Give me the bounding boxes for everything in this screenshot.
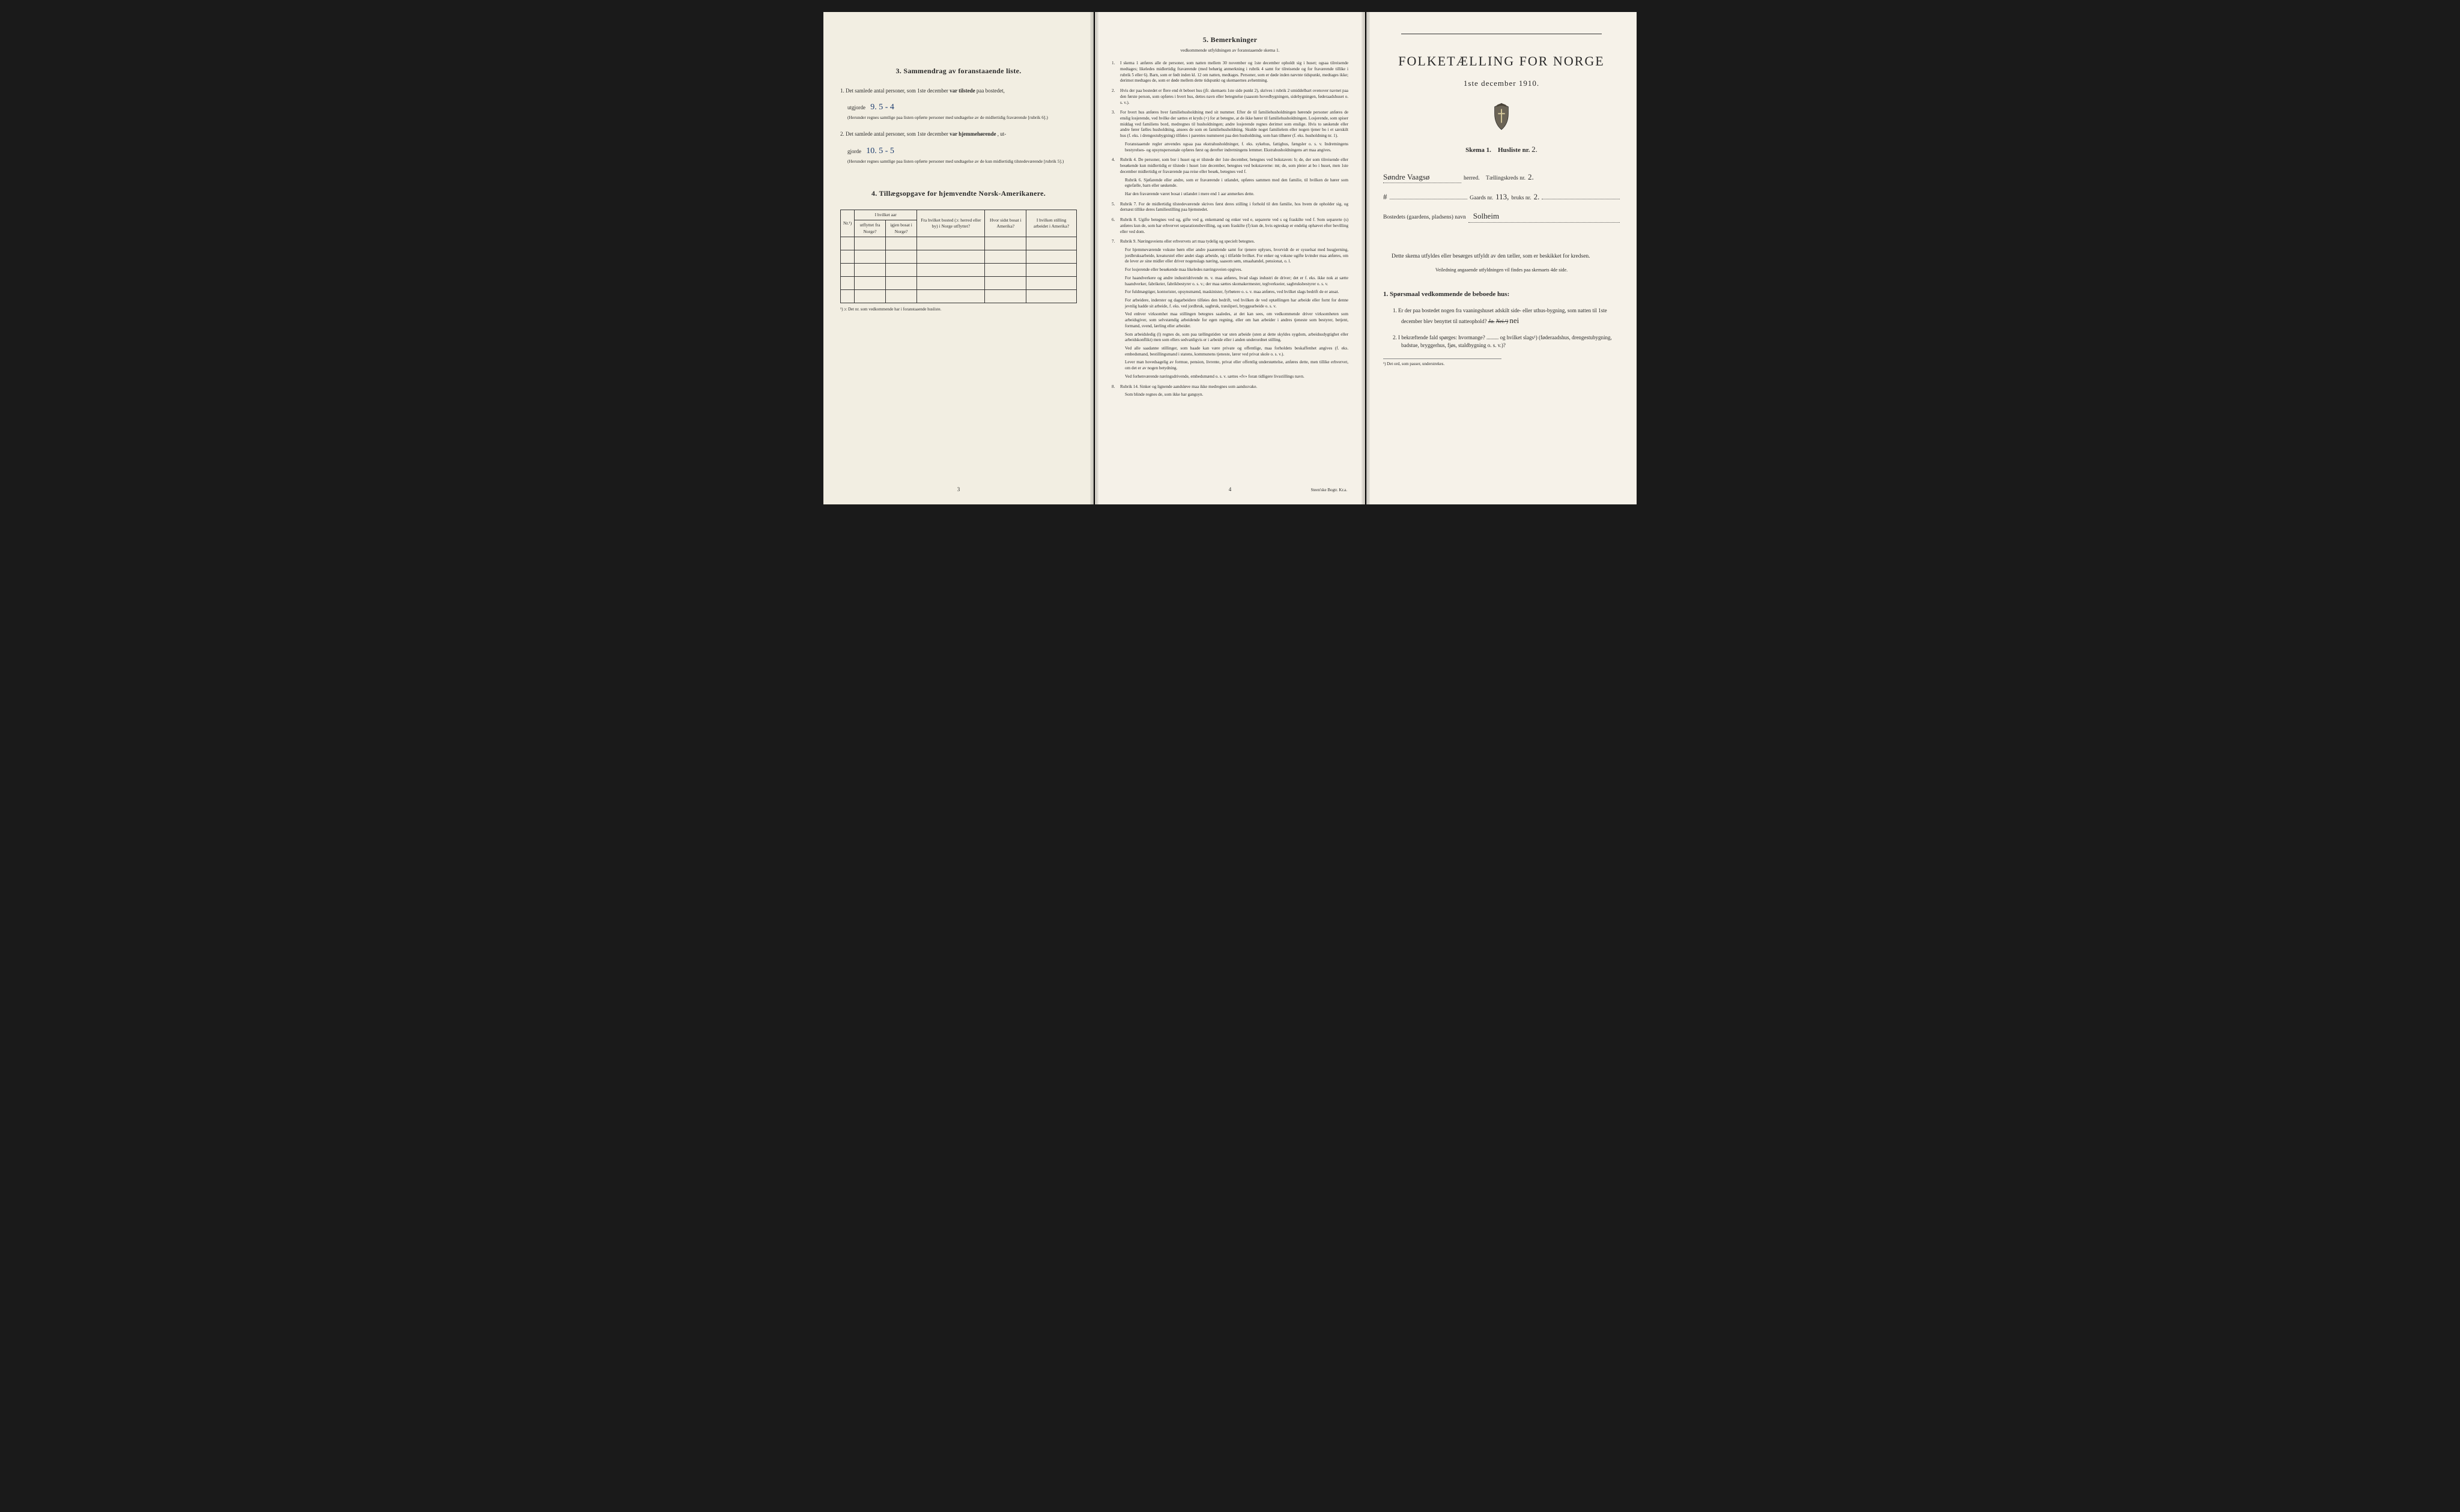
remark-7-p9: Lever man hovedsagelig av formue, pensio… (1120, 360, 1348, 371)
utgjorde-label-1: utgjorde (847, 104, 865, 110)
section-4-title: 4. Tillægsopgave for hjemvendte Norsk-Am… (840, 189, 1077, 199)
coat-of-arms (1383, 102, 1620, 133)
q1-ja-struck: Ja. (1488, 318, 1495, 324)
remark-4: Rubrik 4. De personer, som bor i huset o… (1112, 157, 1348, 197)
item-2-value-line: gjorde 10. 5 - 5 (840, 145, 1077, 157)
remark-7-p10: Ved forhenværende næringsdrivende, embed… (1120, 374, 1348, 380)
gaards-label: Gaards nr. (1470, 195, 1493, 202)
husliste-label: Husliste nr. (1498, 147, 1530, 154)
item-1-fine-print: (Herunder regnes samtlige paa listen opf… (840, 115, 1077, 121)
page-number-3: 3 (957, 486, 960, 494)
bruks-label: bruks nr. (1511, 195, 1531, 202)
emigrant-table: Nr.¹) I hvilket aar Fra hvilket bosted (… (840, 210, 1077, 304)
table-row (841, 290, 1077, 303)
page-cover: FOLKETÆLLING FOR NORGE 1ste december 191… (1366, 12, 1637, 504)
th-year-out: utflyttet fra Norge? (855, 220, 886, 237)
remark-8-para: Som blinde regnes de, som ikke har gangs… (1120, 392, 1348, 398)
document-spread: 3. Sammendrag av foranstaaende liste. 1.… (823, 12, 1637, 504)
gaards-nr: 113, (1495, 192, 1509, 202)
item-1: 1. Det samlede antal personer, som 1ste … (840, 87, 1077, 95)
printer-mark: Steen'ske Bogtr. Kr.a. (1310, 488, 1347, 494)
filler-instruction: Dette skema utfyldes eller besørges utfy… (1383, 253, 1620, 261)
census-date: 1ste december 1910. (1383, 78, 1620, 89)
remark-7-p7: Som arbeidsledig (l) regnes de, som paa … (1120, 332, 1348, 343)
remark-8-main: Rubrik 14. Sinker og lignende aandsløve … (1120, 384, 1257, 389)
question-header: 1. Spørsmaal vedkommende de beboede hus: (1383, 290, 1620, 299)
item-1-text-a: 1. Det samlede antal personer, som 1ste … (840, 88, 948, 94)
value-1-handwritten: 9. 5 - 4 (867, 103, 898, 112)
item-2-text-c: , ut- (998, 131, 1007, 137)
item-1-value-line: utgjorde 9. 5 - 4 (840, 101, 1077, 113)
husliste-nr: 2. (1531, 145, 1538, 154)
census-title: FOLKETÆLLING FOR NORGE (1383, 52, 1620, 71)
remark-3-para: Foranstaaende regler anvendes ogsaa paa … (1120, 142, 1348, 153)
value-2-handwritten: 10. 5 - 5 (862, 147, 898, 156)
remark-7: Rubrik 9. Næringsveiens eller erhvervets… (1112, 239, 1348, 380)
q1-answer-hw: nei (1509, 316, 1519, 325)
item-2-bold: var hjemmehørende (950, 131, 996, 137)
table-row (841, 250, 1077, 264)
item-2-text-a: 2. Det samlede antal personer, som 1ste … (840, 131, 948, 137)
herred-label: herred. (1464, 175, 1480, 183)
table-row (841, 237, 1077, 250)
remark-3: For hvert hus anføres hver familiehushol… (1112, 110, 1348, 153)
q1-nei-struck: Nei.¹) (1496, 318, 1508, 324)
remark-7-p6: Ved enhver virksomhet maa stillingen bet… (1120, 312, 1348, 329)
remark-7-p4: For fuldmægtiger, kontorister, opsynsmæn… (1120, 289, 1348, 295)
item-1-text-c: paa bostedet, (977, 88, 1005, 94)
remark-7-p3: For haandverkere og andre industridriven… (1120, 276, 1348, 287)
guidance-note: Veiledning angaaende utfyldningen vil fi… (1383, 267, 1620, 273)
page-4: 5. Bemerkninger vedkommende utfyldningen… (1095, 12, 1365, 504)
question-1: 1. Er der paa bostedet nogen fra vaaning… (1393, 307, 1620, 327)
tkreds-label: Tællingskreds nr. (1486, 175, 1525, 183)
remarks-list: I skema 1 anføres alle de personer, som … (1112, 61, 1348, 398)
page-3: 3. Sammendrag av foranstaaende liste. 1.… (823, 12, 1094, 504)
remark-7-p2: For losjerende eller besøkende maa likel… (1120, 267, 1348, 273)
bruks-nr: 2. (1534, 192, 1540, 202)
section-5-subtitle: vedkommende utfyldningen av foranstaaend… (1112, 47, 1348, 54)
crest-icon (1490, 102, 1513, 131)
question-2: 2. I bekræftende fald spørges: hvormange… (1393, 334, 1620, 350)
herred-handwritten: Søndre Vaagsø (1383, 172, 1461, 183)
footnote-1: ¹) Det ord, som passer, understrekes. (1383, 358, 1501, 367)
section-3-title: 3. Sammendrag av foranstaaende liste. (840, 66, 1077, 76)
table-footnote: ¹) ɔ: Det nr. som vedkommende har i fora… (840, 307, 1077, 313)
th-america-where: Hvor sidst bosat i Amerika? (985, 210, 1026, 237)
bosted-handwritten: Solheim (1468, 211, 1620, 222)
table-row (841, 264, 1077, 277)
remark-1: I skema 1 anføres alle de personer, som … (1112, 61, 1348, 84)
skema-label: Skema 1. (1465, 147, 1491, 154)
skema-line: Skema 1. Husliste nr. 2. (1383, 144, 1620, 155)
gaards-line: # Gaards nr. 113, bruks nr. 2. (1383, 192, 1620, 202)
bosted-line: Bostedets (gaardens, pladsens) navn Solh… (1383, 211, 1620, 222)
remark-3-main: For hvert hus anføres hver familiehushol… (1120, 110, 1348, 138)
gjorde-label: gjorde (847, 148, 861, 154)
remark-5: Rubrik 7. For de midlertidig tilstedevær… (1112, 202, 1348, 213)
item-1-bold: var tilstede (950, 88, 975, 94)
remark-7-p1: For hjemmeværende voksne børn eller andr… (1120, 247, 1348, 265)
tkreds-nr: 2. (1528, 172, 1534, 183)
th-year-header: I hvilket aar (855, 210, 917, 220)
bosted-label: Bostedets (gaardens, pladsens) navn (1383, 214, 1466, 222)
th-occupation: I hvilken stilling arbeidet i Amerika? (1026, 210, 1077, 237)
th-nr: Nr.¹) (841, 210, 855, 237)
page-number-4: 4 (1229, 486, 1232, 494)
remark-4-para2: Har den fraværende været bosat i utlande… (1120, 192, 1348, 198)
th-from-where: Fra hvilket bosted (ɔ: herred eller by) … (917, 210, 985, 237)
item-2-fine-print: (Herunder regnes samtlige paa listen opf… (840, 159, 1077, 165)
section-5-title: 5. Bemerkninger (1112, 35, 1348, 45)
herred-line: Søndre Vaagsø herred. Tællingskreds nr. … (1383, 172, 1620, 183)
table-row (841, 277, 1077, 290)
remark-2: Hvis der paa bostedet er flere end ét be… (1112, 88, 1348, 106)
th-year-back: igjen bosat i Norge? (885, 220, 916, 237)
item-2: 2. Det samlede antal personer, som 1ste … (840, 130, 1077, 138)
remark-6: Rubrik 8. Ugifte betegnes ved ug, gifte … (1112, 217, 1348, 235)
remark-7-p5: For arbeidere, inderster og dagarbeidere… (1120, 298, 1348, 309)
remark-7-main: Rubrik 9. Næringsveiens eller erhvervets… (1120, 239, 1255, 244)
remark-4-main: Rubrik 4. De personer, som bor i huset o… (1120, 157, 1348, 174)
gaards-prefix: # (1383, 192, 1387, 202)
remark-8: Rubrik 14. Sinker og lignende aandsløve … (1112, 384, 1348, 398)
remark-7-p8: Ved alle saadanne stillinger, som baade … (1120, 346, 1348, 357)
remark-4-para1: Rubrik 6. Sjøfarende eller andre, som er… (1120, 178, 1348, 189)
